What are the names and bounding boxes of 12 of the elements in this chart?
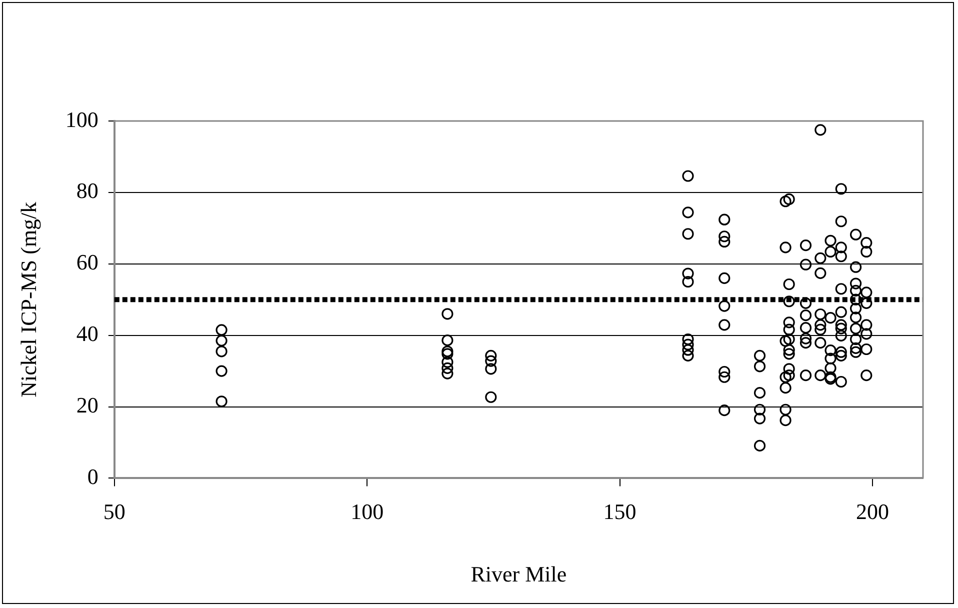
x-axis-title: River Mile xyxy=(470,562,567,587)
y-tick-label: 100 xyxy=(65,106,98,132)
x-tick-label: 100 xyxy=(350,499,384,524)
y-tick-label: 40 xyxy=(76,321,98,346)
y-tick-label: 0 xyxy=(87,464,98,489)
y-tick-label: 80 xyxy=(76,178,98,204)
x-tick-label: 150 xyxy=(603,499,636,524)
y-tick-label: 20 xyxy=(76,392,98,418)
x-tick-label: 200 xyxy=(856,499,889,524)
y-tick-label: 60 xyxy=(76,250,98,275)
x-tick-label: 50 xyxy=(103,499,126,524)
y-axis-title: Nickel ICP-MS (mg/k xyxy=(16,202,41,398)
